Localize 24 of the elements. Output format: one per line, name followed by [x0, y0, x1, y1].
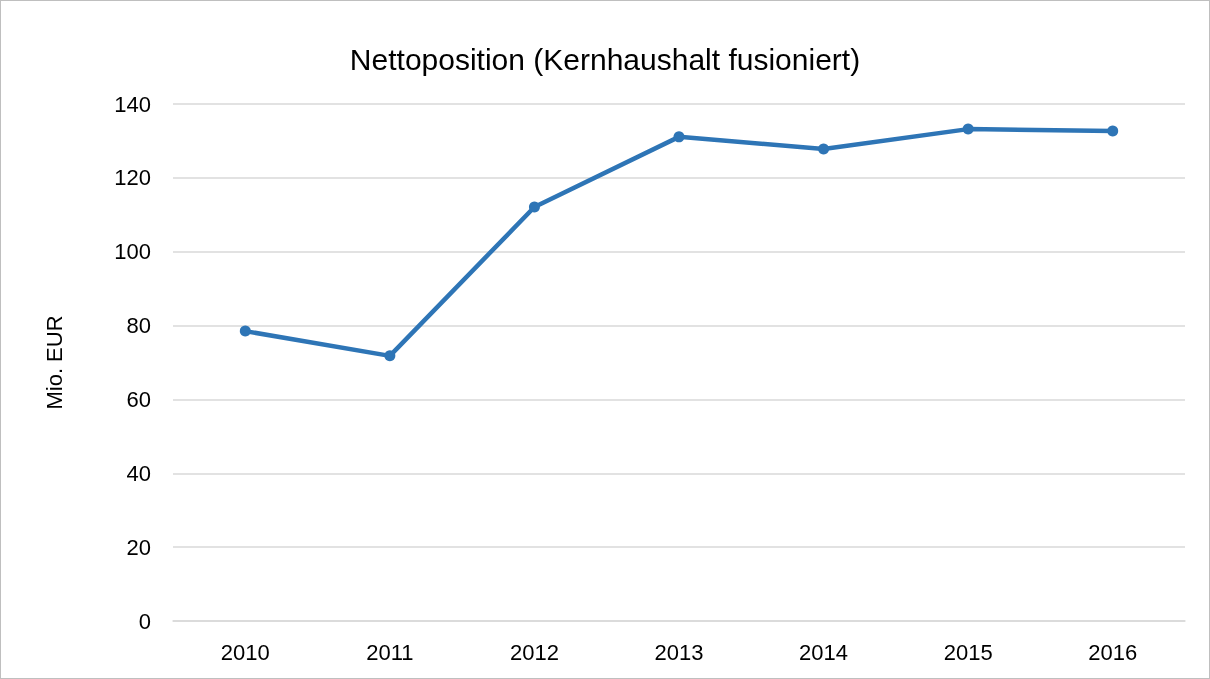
x-tick-label: 2010	[220, 639, 270, 665]
x-tick-label: 2013	[654, 639, 704, 665]
point	[528, 201, 540, 213]
y-axis-title: Mio. EUR	[41, 315, 67, 410]
x-tick-label: 2012	[509, 639, 559, 665]
y-tick-label: 20	[126, 534, 151, 560]
point	[962, 123, 974, 135]
x-tick-label: 2014	[799, 639, 849, 665]
point	[673, 131, 685, 143]
x-tick-label: 2016	[1088, 639, 1138, 665]
y-tick-label: 140	[114, 91, 151, 117]
point	[818, 143, 830, 155]
point	[1107, 125, 1119, 137]
x-tick-label: 2015	[943, 639, 993, 665]
y-tick-label: 60	[126, 386, 151, 412]
y-tick-label: 80	[126, 313, 151, 339]
y-tick-label: 40	[126, 460, 151, 486]
y-tick-label: 0	[138, 608, 151, 634]
point	[384, 350, 396, 362]
point	[239, 325, 251, 337]
x-tick-label: 2011	[366, 639, 414, 665]
y-tick-label: 120	[114, 165, 151, 191]
chart-title: Nettoposition (Kernhaushalt fusioniert)	[349, 42, 861, 76]
y-tick-label: 100	[114, 239, 151, 265]
